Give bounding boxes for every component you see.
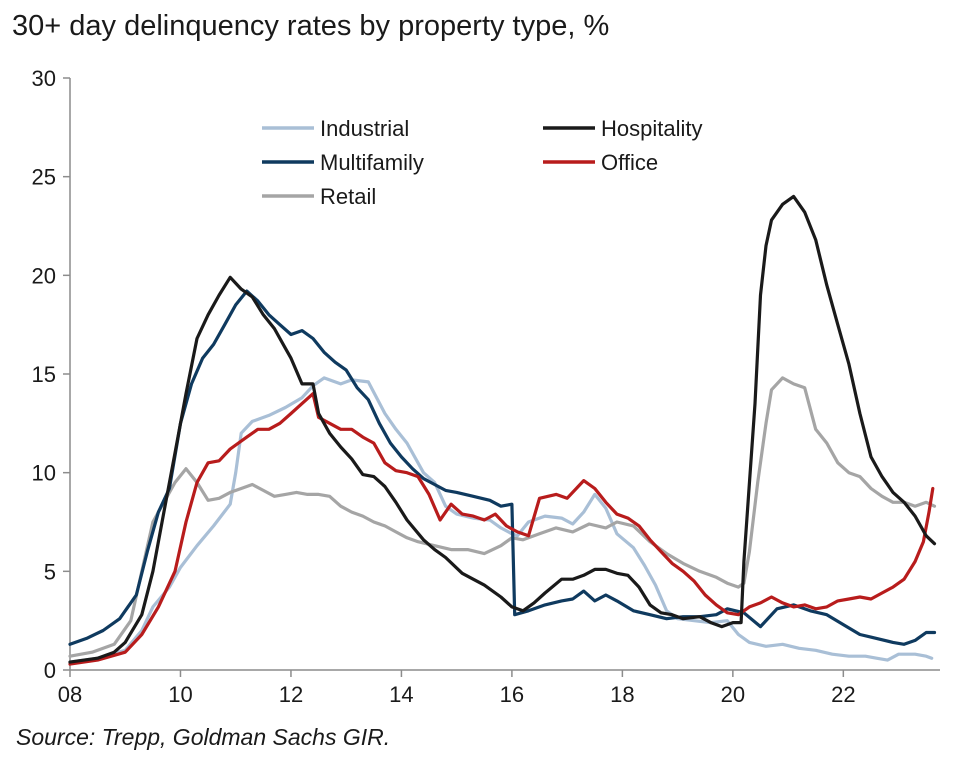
x-tick-label: 18 [610,682,634,707]
series-line-multifamily [68,289,937,646]
x-tick-label: 12 [279,682,303,707]
y-tick-label: 25 [32,165,56,190]
legend-label-multifamily: Multifamily [320,150,424,175]
y-tick-label: 10 [32,461,56,486]
legend-label-hospitality: Hospitality [601,116,702,141]
series-layer [68,194,937,666]
y-tick-label: 30 [32,66,56,91]
series-line-industrial [68,376,934,664]
y-tick-label: 20 [32,263,56,288]
y-tick-label: 5 [44,559,56,584]
series-line-office [68,392,935,666]
series-line-retail [68,376,937,658]
x-tick-label: 22 [831,682,855,707]
x-tick-label: 08 [58,682,82,707]
legend-label-retail: Retail [320,184,376,209]
axes: 0 5 10 15 20 25 30 08 10 12 14 16 18 20 22 [32,66,940,707]
legend-label-industrial: Industrial [320,116,409,141]
y-tick-label: 15 [32,362,56,387]
series-line-hospitality [68,194,937,664]
x-tick-label: 10 [168,682,192,707]
x-tick-label: 16 [500,682,524,707]
legend: Industrial Hospitality Multifamily Office Re… [262,116,702,209]
x-tick-label: 20 [721,682,745,707]
x-tick-label: 14 [389,682,413,707]
chart-title: 30+ day delinquency rates by property ty… [12,10,610,42]
source-note: Source: Trepp, Goldman Sachs GIR. [16,724,391,750]
y-tick-label: 0 [44,658,56,683]
legend-label-office: Office [601,150,658,175]
